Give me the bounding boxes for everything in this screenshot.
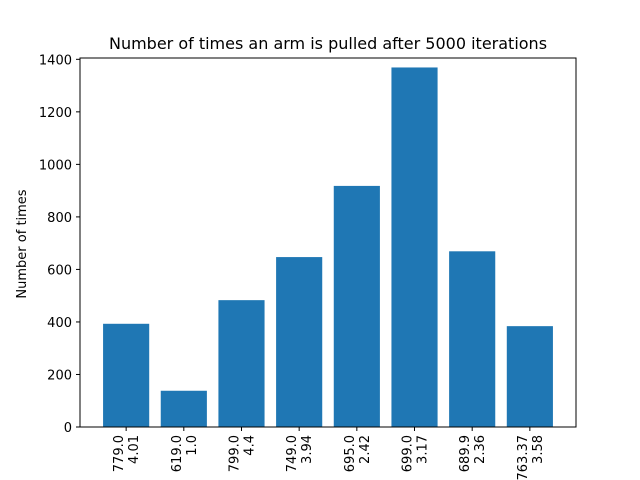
bar-1 (160, 390, 207, 427)
chart-title: Number of times an arm is pulled after 5… (109, 34, 547, 53)
x-tick-label-5: 699.03.17 (401, 435, 431, 472)
bar-0 (103, 323, 150, 427)
plot-frame (79, 57, 577, 428)
x-axis-ticks: 779.04.01 619.01.0 799.04.4 749.03.94 695.02… (112, 427, 546, 480)
y-tick-label-6: 1200 (39, 106, 72, 121)
y-tick-label-3: 600 (47, 263, 72, 278)
x-tick-label-3: 749.03.94 (285, 435, 315, 472)
x-tick-label-4: 695.02.42 (343, 435, 373, 472)
bar-5 (391, 67, 438, 428)
y-axis-label: Number of times (15, 189, 30, 298)
bar-4 (333, 185, 380, 427)
y-axis-ticks: 0 200 400 600 800 1000 1200 1400 (39, 53, 80, 436)
y-tick-label-0: 0 (64, 421, 72, 436)
x-tick-label-1: 619.01.0 (170, 435, 200, 472)
bar-6 (449, 251, 496, 427)
y-tick-label-1: 200 (47, 368, 72, 383)
bar-2 (218, 300, 265, 427)
y-tick-label-5: 1000 (39, 158, 72, 173)
bar-7 (506, 326, 553, 427)
bar-3 (276, 257, 323, 427)
bars-group (103, 67, 553, 428)
x-tick-label-2: 799.04.4 (227, 435, 257, 472)
y-tick-label-7: 1400 (39, 53, 72, 68)
y-tick-label-2: 400 (47, 316, 72, 331)
y-tick-label-4: 800 (47, 211, 72, 226)
x-tick-label-7: 763.373.58 (516, 435, 546, 480)
x-tick-label-6: 689.92.36 (458, 435, 488, 472)
x-tick-label-0: 779.04.01 (112, 435, 142, 472)
